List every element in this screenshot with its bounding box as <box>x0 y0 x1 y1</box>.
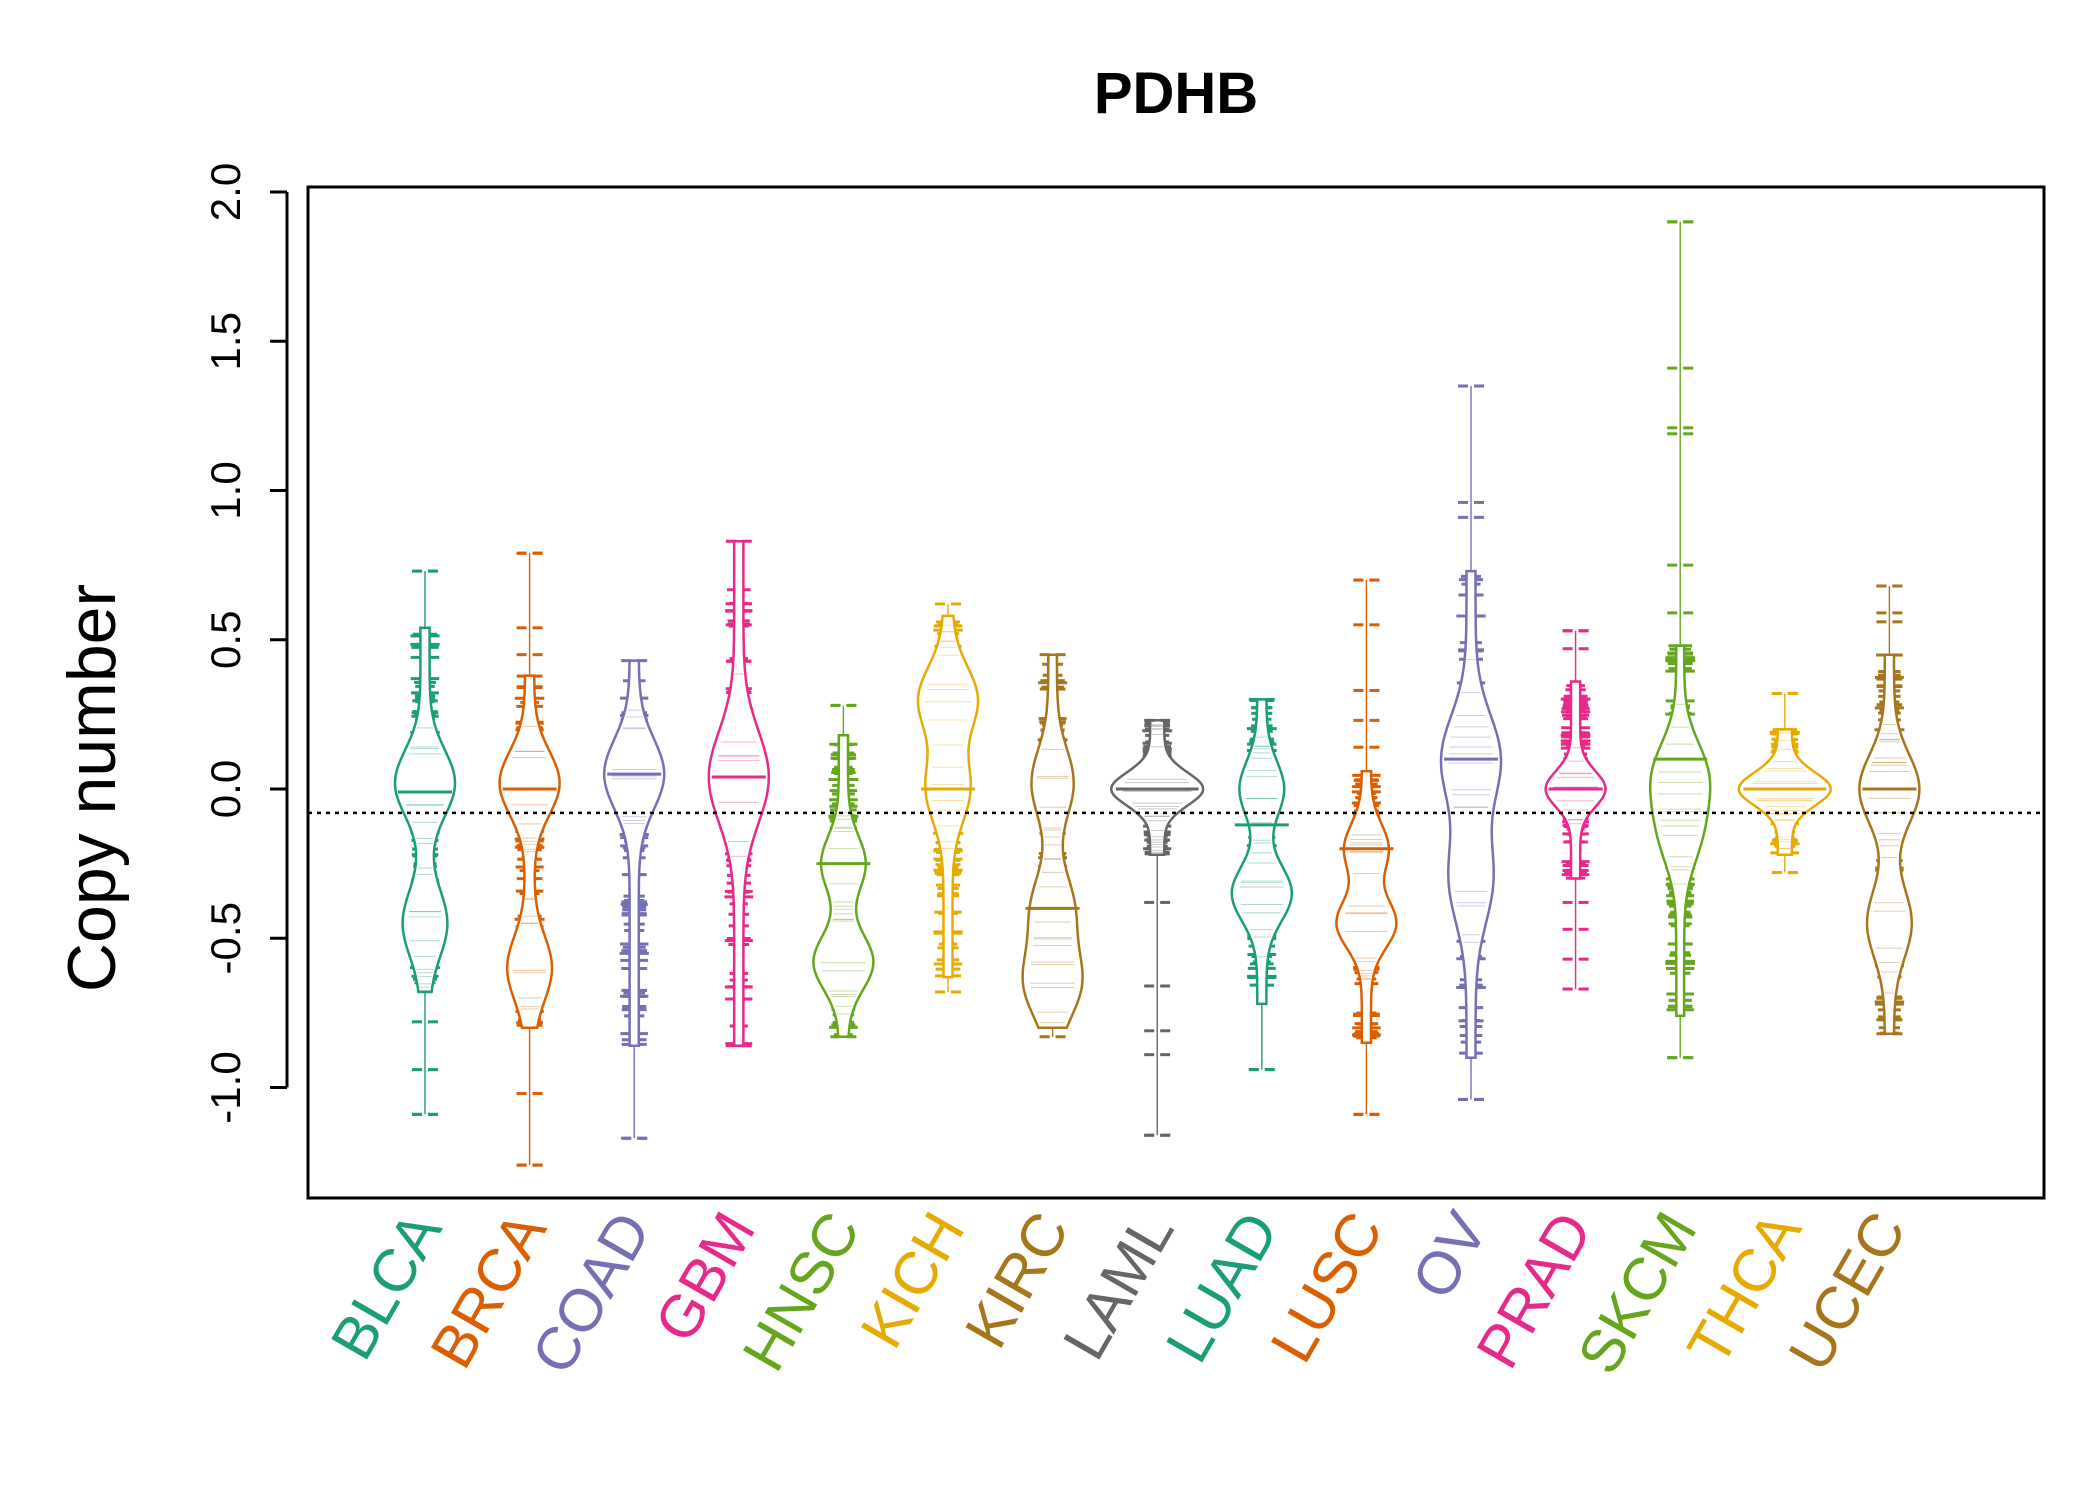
y-tick-label: 1.5 <box>202 312 249 370</box>
y-tick-label: 0.5 <box>202 611 249 669</box>
plot-frame <box>306 185 2046 1200</box>
bean-gbm <box>707 539 771 1048</box>
bean-shape <box>1335 769 1398 1044</box>
y-axis-label: Copy number <box>54 584 130 992</box>
bean-kich <box>916 602 980 994</box>
bean-shape <box>812 734 875 1039</box>
bean-shape <box>1439 569 1503 1059</box>
bean-shape <box>1648 644 1712 1018</box>
bean-shape <box>393 626 457 994</box>
bean-kirc <box>1021 653 1084 1039</box>
bean-ucec <box>1858 584 1921 1036</box>
bean-shape <box>916 614 980 979</box>
bean-skcm <box>1648 220 1712 1060</box>
bean-laml <box>1109 718 1205 1137</box>
bean-shape <box>1737 728 1833 856</box>
y-tick-label: -1.0 <box>202 1051 249 1123</box>
y-tick-label: 1.0 <box>202 461 249 519</box>
bean-brca <box>498 551 561 1167</box>
y-axis: -1.0 -0.5 0.0 0.5 1.0 1.5 2.0 <box>202 163 289 1124</box>
bean-ov <box>1439 384 1503 1101</box>
y-tick-label: -0.5 <box>202 902 249 974</box>
bean-blca <box>393 569 457 1116</box>
bean-shape <box>1858 653 1921 1036</box>
chart-title: PDHB <box>1094 61 1258 126</box>
beans-layer <box>393 220 1921 1167</box>
bean-shape <box>498 674 561 1030</box>
bean-prad <box>1544 629 1607 991</box>
bean-thca <box>1737 691 1833 875</box>
bean-lusc <box>1335 578 1398 1116</box>
y-tick-label: 0.0 <box>202 760 249 818</box>
y-tick-label: 2.0 <box>202 163 249 221</box>
bean-hnsc <box>812 703 875 1039</box>
bean-luad <box>1230 697 1294 1072</box>
bean-coad <box>602 659 666 1140</box>
